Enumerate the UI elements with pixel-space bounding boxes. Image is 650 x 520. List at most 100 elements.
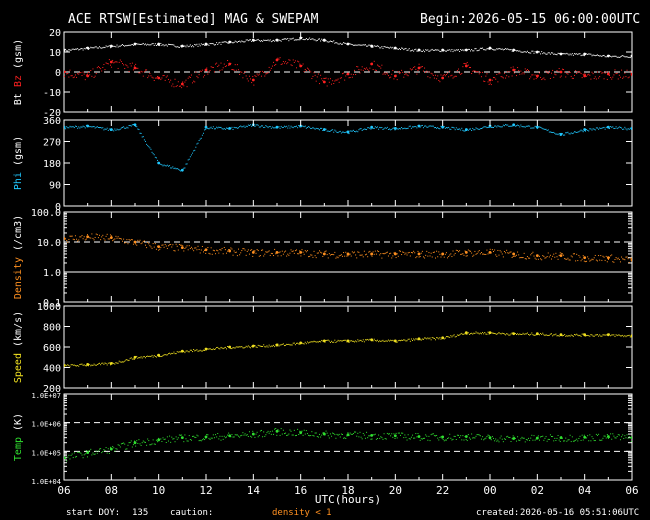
data-dot — [303, 429, 305, 431]
data-dot — [136, 355, 138, 357]
data-dot — [568, 54, 570, 56]
data-dot — [277, 255, 279, 257]
data-dot — [579, 435, 581, 437]
data-dot — [219, 41, 221, 43]
data-dot — [256, 431, 258, 433]
data-dot — [213, 437, 215, 439]
data-dot — [372, 68, 374, 70]
data-dot — [480, 47, 482, 49]
data-dot — [448, 76, 450, 78]
data-dot — [298, 253, 300, 255]
data-dot — [473, 70, 475, 72]
data-dot — [288, 343, 290, 345]
data-dot — [420, 66, 422, 68]
data-dot — [491, 126, 493, 128]
data-dot — [160, 163, 162, 165]
data-dot — [76, 365, 78, 367]
data-dot — [320, 341, 322, 343]
data-dot — [184, 434, 186, 436]
data-dot — [255, 252, 257, 254]
data-dot — [380, 436, 382, 438]
data-dot — [616, 335, 618, 337]
data-dot — [273, 61, 275, 63]
data-dot — [129, 124, 131, 126]
data-dot — [512, 435, 514, 437]
data-dot — [152, 439, 154, 441]
data-dot — [541, 79, 543, 81]
y-axis-label-part: Speed — [13, 353, 24, 383]
data-dot — [196, 434, 198, 436]
data-dot — [126, 65, 128, 67]
data-dot — [266, 251, 268, 253]
data-dot — [150, 75, 152, 77]
data-dot — [316, 76, 318, 78]
data-dot — [567, 73, 569, 75]
data-dot — [510, 67, 512, 69]
data-dot — [99, 46, 101, 48]
data-dot — [416, 436, 418, 438]
data-dot — [412, 252, 414, 254]
data-dot — [426, 70, 428, 72]
data-dot — [350, 255, 352, 257]
data-dot — [397, 340, 399, 342]
data-dot — [559, 134, 561, 136]
data-dot — [176, 438, 178, 440]
data-dot — [549, 78, 551, 80]
data-dot — [595, 127, 597, 129]
data-dot — [201, 439, 203, 441]
data-dot — [600, 71, 602, 73]
data-dot — [164, 243, 166, 245]
data-dot — [336, 42, 338, 44]
data-dot — [497, 125, 499, 127]
data-dot — [177, 168, 179, 170]
data-dot — [337, 339, 339, 341]
data-dot — [338, 43, 340, 45]
data-dot — [384, 127, 386, 129]
data-dot — [589, 260, 591, 262]
data-dot — [578, 70, 580, 72]
data-dot — [172, 438, 174, 440]
data-dot — [512, 256, 514, 258]
data-dot — [487, 81, 489, 83]
data-dot — [135, 63, 137, 65]
data-dot — [280, 40, 282, 42]
data-dot — [344, 42, 346, 44]
data-dot — [162, 44, 164, 46]
data-dot — [579, 53, 581, 55]
data-dot — [618, 126, 620, 128]
data-dot — [178, 244, 180, 246]
data-dot — [442, 438, 444, 440]
data-dot — [68, 454, 70, 456]
data-dot — [624, 435, 626, 437]
data-dot — [112, 240, 114, 242]
data-dot — [147, 77, 149, 79]
data-dot — [362, 69, 364, 71]
data-dot — [543, 52, 545, 54]
data-dot — [579, 71, 581, 73]
data-dot — [529, 334, 531, 336]
data-dot — [178, 434, 180, 436]
data-dot — [100, 239, 102, 241]
data-dot — [433, 49, 435, 51]
data-dot — [366, 67, 368, 69]
data-dot — [125, 45, 127, 47]
data-dot — [257, 344, 259, 346]
data-dot — [373, 434, 375, 436]
data-dot — [217, 66, 219, 68]
data-dot — [279, 39, 281, 41]
data-dot — [155, 356, 157, 358]
data-dot — [618, 259, 620, 261]
data-dot — [73, 127, 75, 129]
data-dot — [417, 339, 419, 341]
data-dot — [122, 44, 124, 46]
data-dot — [232, 69, 234, 71]
data-dot — [114, 45, 116, 47]
data-dot — [622, 77, 624, 79]
data-dot — [149, 245, 151, 247]
data-dot — [471, 433, 473, 435]
data-dot — [131, 446, 133, 448]
data-dot — [292, 127, 294, 129]
data-dot — [435, 49, 437, 51]
x-tick-label: 16 — [294, 484, 307, 497]
data-dot — [588, 440, 590, 442]
